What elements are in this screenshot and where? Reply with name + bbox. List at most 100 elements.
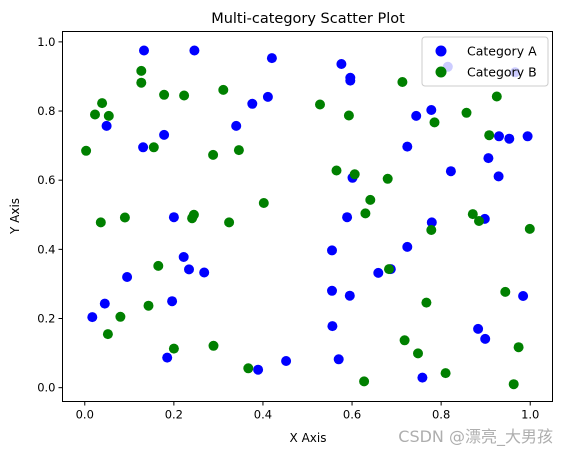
point-category-a-38 — [167, 296, 178, 307]
plot-marks — [81, 45, 535, 390]
point-category-a-47 — [473, 323, 484, 334]
legend-label-category-a: Category A — [467, 44, 537, 59]
x-tick-label-3: 0.6 — [343, 408, 361, 422]
point-category-a-19 — [504, 133, 515, 144]
point-category-a-15 — [426, 105, 437, 115]
legend-label-category-b: Category B — [467, 65, 537, 80]
point-category-a-13 — [262, 91, 273, 102]
point-category-b-33 — [188, 209, 199, 220]
point-category-a-16 — [402, 141, 413, 152]
point-category-a-10 — [138, 142, 149, 153]
point-category-b-42 — [243, 363, 254, 374]
point-category-a-34 — [199, 267, 210, 278]
point-category-b-11 — [233, 145, 244, 156]
legend: Category A Category B — [421, 36, 549, 87]
point-category-b-37 — [143, 300, 154, 311]
point-category-b-29 — [500, 286, 511, 297]
point-category-a-44 — [327, 321, 338, 332]
point-category-b-30 — [95, 217, 106, 228]
point-category-b-16 — [461, 107, 472, 118]
point-category-b-20 — [349, 169, 360, 180]
point-category-b-10 — [208, 149, 219, 160]
point-category-b-35 — [258, 198, 269, 208]
point-category-a-18 — [494, 131, 504, 142]
point-category-a-45 — [333, 354, 344, 365]
point-category-a-41 — [281, 356, 292, 366]
point-category-b-0 — [81, 145, 92, 156]
point-category-b-7 — [179, 90, 190, 101]
point-category-a-33 — [184, 264, 194, 275]
point-category-b-14 — [397, 77, 408, 87]
point-category-a-43 — [344, 290, 355, 301]
point-category-b-36 — [153, 260, 164, 271]
point-category-a-39 — [162, 352, 173, 363]
legend-marker-category-b — [435, 66, 447, 78]
x-tick-label-0: 0.0 — [76, 408, 94, 422]
point-category-a-42 — [327, 285, 337, 296]
point-category-a-20 — [522, 131, 533, 142]
point-category-b-27 — [524, 223, 535, 234]
point-category-a-14 — [411, 110, 422, 121]
point-category-b-26 — [426, 225, 437, 235]
point-category-b-6 — [159, 89, 170, 100]
point-category-b-1 — [90, 109, 100, 120]
point-category-a-5 — [345, 75, 356, 86]
point-category-a-28 — [402, 241, 413, 252]
point-category-a-26 — [426, 217, 437, 228]
axis-ticks: 0.0 0.2 0.4 0.6 0.8 1.0 0.0 0.2 0.4 0.6 0.8 1.0 — [37, 35, 539, 422]
point-category-b-2 — [97, 98, 108, 109]
point-category-b-25 — [474, 216, 484, 226]
point-category-b-8 — [218, 84, 229, 95]
watermark-text: CSDN @漂亮_大男孩 — [398, 427, 553, 446]
x-tick-label-4: 0.8 — [432, 408, 450, 422]
x-tick-label-5: 1.0 — [521, 408, 539, 422]
y-tick-label-2: 0.4 — [37, 242, 55, 256]
y-tick-label-3: 0.6 — [37, 173, 55, 187]
point-category-b-31 — [119, 212, 130, 223]
point-category-b-28 — [384, 264, 394, 275]
point-category-a-12 — [247, 98, 258, 109]
point-category-a-24 — [342, 212, 353, 223]
point-category-b-34 — [224, 217, 235, 228]
point-category-b-19 — [331, 165, 342, 176]
point-category-b-48 — [508, 379, 519, 390]
point-category-a-8 — [101, 120, 112, 131]
point-category-b-9 — [148, 142, 159, 153]
point-category-a-37 — [99, 298, 110, 309]
point-category-a-35 — [122, 272, 133, 282]
plot-area-frame — [62, 31, 553, 402]
chart-title: Multi-category Scatter Plot — [211, 11, 405, 27]
point-category-b-45 — [421, 297, 432, 308]
point-category-a-32 — [178, 252, 189, 262]
point-category-a-17 — [445, 166, 456, 177]
point-category-b-39 — [102, 329, 113, 340]
point-category-b-40 — [168, 343, 179, 354]
point-category-b-24 — [467, 209, 478, 220]
point-category-a-49 — [518, 291, 529, 301]
y-tick-label-4: 0.8 — [37, 104, 55, 118]
point-category-b-5 — [136, 77, 147, 88]
point-category-a-46 — [417, 372, 428, 383]
point-category-b-12 — [315, 99, 325, 110]
point-category-a-21 — [483, 153, 494, 164]
point-category-b-49 — [513, 342, 524, 353]
point-category-b-15 — [429, 117, 440, 128]
point-category-b-41 — [208, 340, 219, 351]
x-tick-label-1: 0.2 — [165, 408, 183, 422]
point-category-a-40 — [253, 364, 264, 375]
point-category-a-22 — [493, 171, 504, 182]
point-category-b-17 — [491, 91, 502, 102]
legend-marker-category-a — [435, 45, 447, 57]
x-axis-label: X Axis — [290, 431, 327, 445]
point-category-b-3 — [103, 110, 114, 121]
point-category-a-31 — [168, 212, 179, 223]
x-tick-label-2: 0.4 — [254, 408, 272, 422]
point-category-a-36 — [87, 312, 98, 323]
point-category-b-38 — [115, 311, 126, 322]
point-category-b-4 — [136, 65, 147, 76]
point-category-a-27 — [327, 245, 337, 256]
point-category-a-29 — [373, 267, 384, 278]
point-category-a-0 — [139, 45, 149, 56]
point-category-a-2 — [266, 53, 277, 64]
